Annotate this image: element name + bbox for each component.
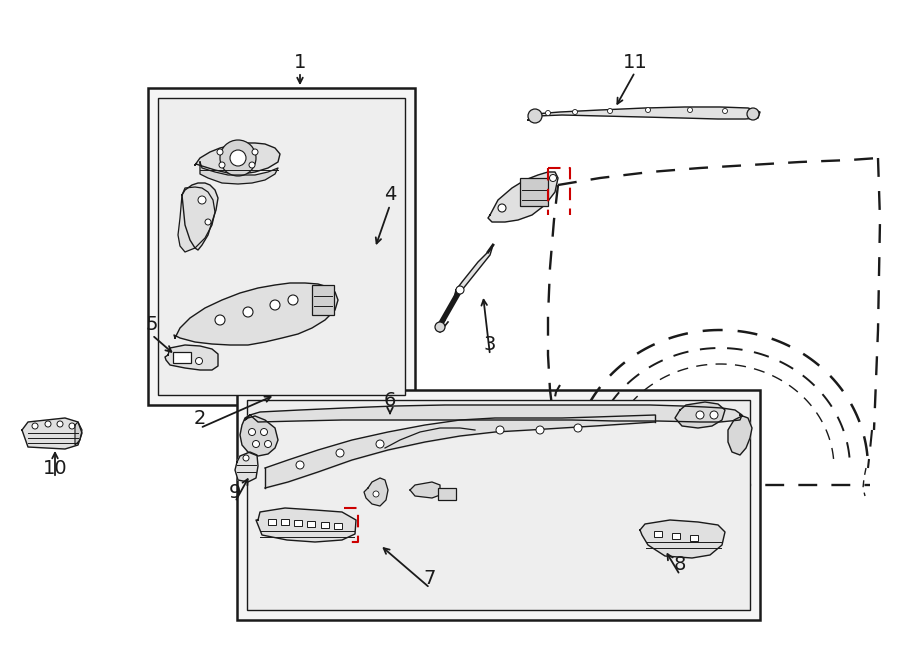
Bar [294, 520, 302, 526]
Polygon shape [675, 402, 725, 428]
Circle shape [260, 428, 267, 436]
Bar [690, 535, 698, 541]
Polygon shape [488, 172, 558, 222]
Circle shape [252, 149, 258, 155]
Bar [281, 519, 289, 525]
Circle shape [265, 440, 272, 447]
Circle shape [545, 110, 551, 116]
Text: 8: 8 [674, 555, 686, 574]
Bar [268, 519, 276, 525]
Bar [672, 533, 680, 539]
Circle shape [230, 150, 246, 166]
Circle shape [69, 423, 75, 429]
Text: 9: 9 [229, 483, 241, 502]
Polygon shape [728, 415, 752, 455]
Circle shape [32, 423, 38, 429]
Circle shape [198, 196, 206, 204]
Bar [312, 285, 334, 315]
Circle shape [57, 421, 63, 427]
Circle shape [195, 358, 203, 364]
Circle shape [696, 411, 704, 419]
Bar [158, 98, 405, 395]
Bar [438, 488, 456, 500]
Circle shape [572, 110, 578, 114]
Circle shape [574, 424, 582, 432]
Bar [520, 178, 548, 206]
Circle shape [456, 286, 464, 294]
Circle shape [608, 108, 613, 114]
Circle shape [710, 411, 718, 419]
Bar [654, 531, 662, 537]
Circle shape [496, 426, 504, 434]
Polygon shape [195, 143, 280, 174]
Circle shape [296, 461, 304, 469]
Circle shape [376, 440, 384, 448]
Polygon shape [200, 162, 278, 184]
Circle shape [288, 295, 298, 305]
Circle shape [723, 108, 727, 114]
Circle shape [435, 322, 445, 332]
Circle shape [248, 428, 256, 436]
Polygon shape [182, 183, 218, 250]
Polygon shape [75, 422, 82, 445]
Bar [334, 523, 342, 529]
Circle shape [373, 491, 379, 497]
Circle shape [249, 162, 255, 168]
Text: 2: 2 [194, 408, 206, 428]
Circle shape [219, 162, 225, 168]
Circle shape [747, 108, 759, 120]
Text: 7: 7 [424, 568, 436, 588]
Polygon shape [640, 520, 725, 558]
Circle shape [253, 440, 259, 447]
Circle shape [336, 449, 344, 457]
Circle shape [220, 140, 256, 176]
Text: 6: 6 [383, 391, 396, 410]
Circle shape [498, 204, 506, 212]
Polygon shape [22, 418, 82, 449]
Text: 1: 1 [293, 52, 306, 71]
Bar [307, 521, 315, 527]
Polygon shape [410, 482, 440, 498]
Polygon shape [240, 415, 278, 456]
Polygon shape [250, 405, 742, 422]
Text: 4: 4 [383, 186, 396, 204]
Circle shape [243, 307, 253, 317]
Polygon shape [256, 508, 356, 542]
Circle shape [688, 108, 692, 112]
Circle shape [270, 300, 280, 310]
Bar [173, 352, 191, 363]
Bar [321, 522, 329, 528]
Polygon shape [178, 187, 215, 252]
Circle shape [45, 421, 51, 427]
Circle shape [205, 219, 211, 225]
Text: 11: 11 [623, 52, 647, 71]
Polygon shape [364, 478, 388, 506]
Circle shape [528, 109, 542, 123]
Circle shape [550, 175, 556, 182]
Bar [237, 390, 760, 620]
Circle shape [215, 315, 225, 325]
Text: 10: 10 [42, 459, 68, 477]
Polygon shape [165, 345, 218, 370]
Text: 5: 5 [146, 315, 158, 334]
Polygon shape [454, 245, 493, 298]
Bar [148, 88, 415, 405]
Circle shape [536, 426, 544, 434]
Circle shape [217, 149, 223, 155]
Text: 3: 3 [484, 336, 496, 354]
Polygon shape [174, 283, 338, 345]
Circle shape [243, 455, 249, 461]
Circle shape [645, 108, 651, 112]
Polygon shape [528, 107, 760, 120]
Polygon shape [235, 452, 258, 482]
Bar [247, 400, 750, 610]
